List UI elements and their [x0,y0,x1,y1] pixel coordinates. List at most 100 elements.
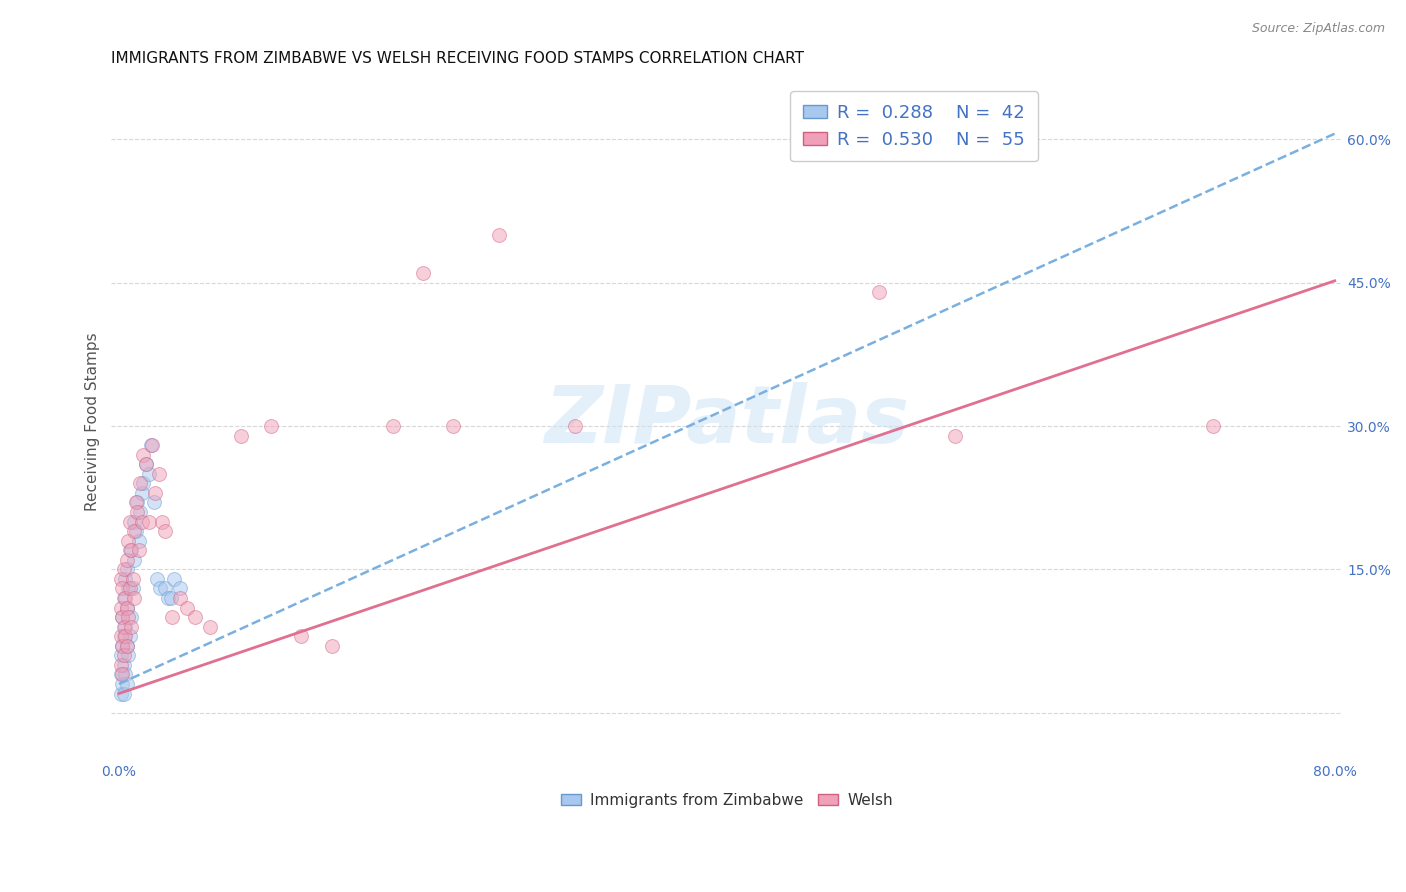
Y-axis label: Receiving Food Stamps: Receiving Food Stamps [86,332,100,510]
Point [1202,419,1225,434]
Point [122,524,145,538]
Point [110,572,132,586]
Point [132,476,155,491]
Point [131,515,153,529]
Point [125,495,148,509]
Point [114,572,136,586]
Point [290,629,312,643]
Point [141,438,163,452]
Point [132,448,155,462]
Point [115,639,138,653]
Point [176,600,198,615]
Point [128,543,150,558]
Point [110,600,132,615]
Point [111,610,134,624]
Point [118,515,141,529]
Point [122,515,145,529]
Point [121,582,143,596]
Point [163,572,186,586]
Point [110,648,132,663]
Point [117,582,139,596]
Text: ZIPatlas: ZIPatlas [544,383,910,460]
Point [111,667,134,681]
Point [127,495,149,509]
Point [159,591,181,605]
Point [115,600,138,615]
Point [114,620,136,634]
Point [868,285,890,300]
Point [118,582,141,596]
Point [115,562,138,576]
Point [131,486,153,500]
Point [111,677,134,691]
Point [143,495,166,509]
Point [118,629,141,643]
Point [138,515,160,529]
Point [111,582,134,596]
Text: IMMIGRANTS FROM ZIMBABWE VS WELSH RECEIVING FOOD STAMPS CORRELATION CHART: IMMIGRANTS FROM ZIMBABWE VS WELSH RECEIV… [111,51,804,66]
Point [112,562,135,576]
Point [564,419,586,434]
Point [135,457,157,471]
Point [135,457,157,471]
Point [441,419,464,434]
Point [198,620,221,634]
Point [112,620,135,634]
Point [148,467,170,481]
Point [117,610,139,624]
Point [120,620,142,634]
Point [118,543,141,558]
Point [111,610,134,624]
Point [153,524,176,538]
Point [381,419,404,434]
Point [110,657,132,672]
Point [321,639,343,653]
Point [115,553,138,567]
Point [122,591,145,605]
Point [156,591,179,605]
Point [115,677,138,691]
Point [120,610,142,624]
Point [115,639,138,653]
Point [139,438,162,452]
Point [184,610,207,624]
Point [943,428,966,442]
Legend: Immigrants from Zimbabwe, Welsh: Immigrants from Zimbabwe, Welsh [554,787,898,814]
Point [150,515,173,529]
Point [129,505,152,519]
Point [111,639,134,653]
Text: Source: ZipAtlas.com: Source: ZipAtlas.com [1251,22,1385,36]
Point [412,266,434,280]
Point [120,543,142,558]
Point [129,476,152,491]
Point [125,524,148,538]
Point [127,505,149,519]
Point [169,591,191,605]
Point [114,667,136,681]
Point [112,686,135,700]
Point [260,419,283,434]
Point [160,610,183,624]
Point [117,533,139,548]
Point [229,428,252,442]
Point [138,467,160,481]
Point [121,572,143,586]
Point [112,629,135,643]
Point [110,686,132,700]
Point [115,600,138,615]
Point [145,486,167,500]
Point [114,629,136,643]
Point [110,629,132,643]
Point [169,582,191,596]
Point [146,572,169,586]
Point [117,648,139,663]
Point [112,648,135,663]
Point [112,657,135,672]
Point [111,639,134,653]
Point [149,582,172,596]
Point [112,591,135,605]
Point [110,667,132,681]
Point [128,533,150,548]
Point [488,227,510,242]
Point [153,582,176,596]
